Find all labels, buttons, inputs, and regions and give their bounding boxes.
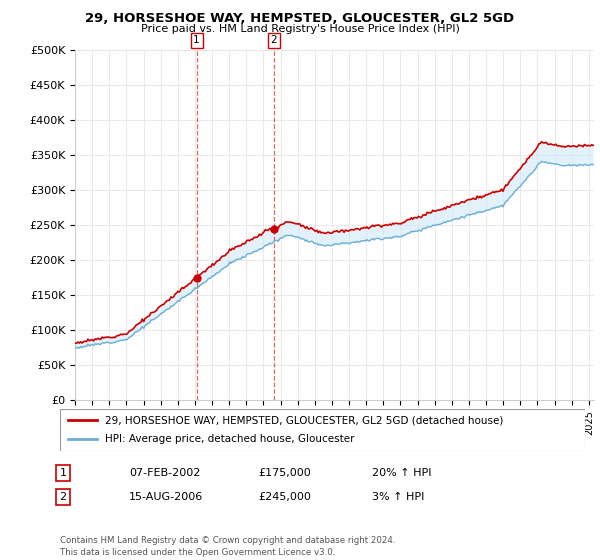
Text: 3% ↑ HPI: 3% ↑ HPI bbox=[372, 492, 424, 502]
Text: £245,000: £245,000 bbox=[258, 492, 311, 502]
Text: 1: 1 bbox=[59, 468, 67, 478]
FancyBboxPatch shape bbox=[60, 409, 585, 451]
Text: 07-FEB-2002: 07-FEB-2002 bbox=[129, 468, 200, 478]
Text: 15-AUG-2006: 15-AUG-2006 bbox=[129, 492, 203, 502]
Text: HPI: Average price, detached house, Gloucester: HPI: Average price, detached house, Glou… bbox=[104, 435, 354, 445]
Text: 29, HORSESHOE WAY, HEMPSTED, GLOUCESTER, GL2 5GD: 29, HORSESHOE WAY, HEMPSTED, GLOUCESTER,… bbox=[85, 12, 515, 25]
Text: Contains HM Land Registry data © Crown copyright and database right 2024.
This d: Contains HM Land Registry data © Crown c… bbox=[60, 536, 395, 557]
Text: 1: 1 bbox=[193, 35, 200, 45]
Text: Price paid vs. HM Land Registry's House Price Index (HPI): Price paid vs. HM Land Registry's House … bbox=[140, 24, 460, 34]
Text: 2: 2 bbox=[271, 35, 277, 45]
Text: 2: 2 bbox=[59, 492, 67, 502]
Text: £175,000: £175,000 bbox=[258, 468, 311, 478]
Text: 20% ↑ HPI: 20% ↑ HPI bbox=[372, 468, 431, 478]
Text: 29, HORSESHOE WAY, HEMPSTED, GLOUCESTER, GL2 5GD (detached house): 29, HORSESHOE WAY, HEMPSTED, GLOUCESTER,… bbox=[104, 415, 503, 425]
